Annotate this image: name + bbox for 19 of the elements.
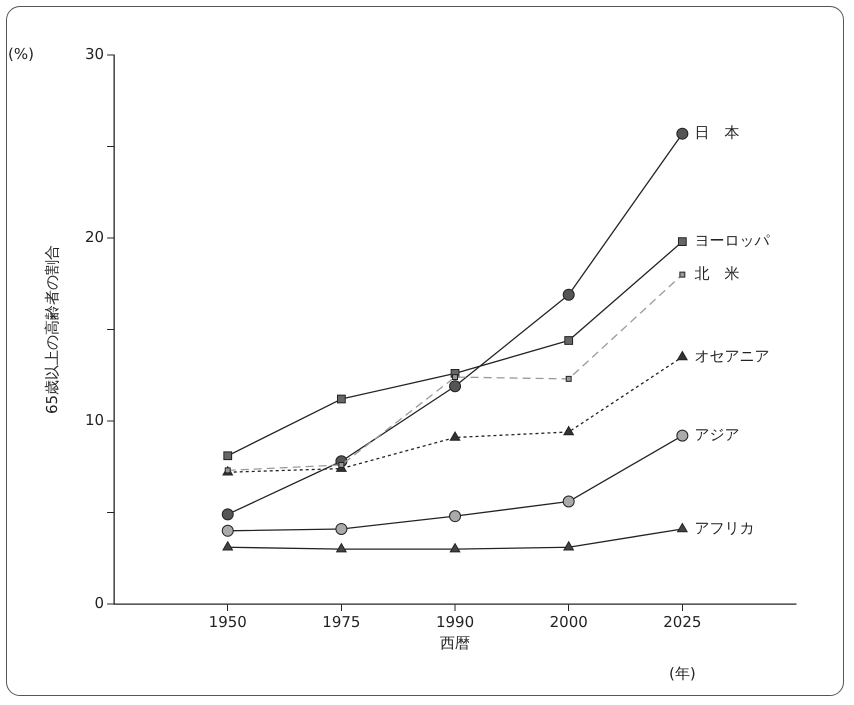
series-label: ヨーロッパ <box>694 232 770 250</box>
x-tick-label: 2000 <box>550 612 588 631</box>
series-label: 北 米 <box>694 264 740 282</box>
y-axis-title: 65歳以上の高齢者の割合 <box>42 244 61 414</box>
x-tick-label: 1975 <box>322 612 360 631</box>
y-tick-label: 20 <box>84 228 104 246</box>
x-tick-label: 1950 <box>208 612 247 631</box>
x-tick-label: 2025 <box>663 612 702 631</box>
y-tick-label: 10 <box>84 410 104 429</box>
y-tick-label: 0 <box>94 594 104 612</box>
text: (%) <box>8 44 34 63</box>
x-tick-label: 1990 <box>436 612 474 631</box>
x-axis-title: 西暦 <box>440 634 470 652</box>
y-tick-label: 30 <box>84 44 104 63</box>
text: (年) <box>668 664 696 682</box>
series-label: アフリカ <box>694 518 754 537</box>
series-label: オセアニア <box>694 346 770 365</box>
series-label: アジア <box>694 426 740 444</box>
series-label: 日 本 <box>694 124 740 142</box>
